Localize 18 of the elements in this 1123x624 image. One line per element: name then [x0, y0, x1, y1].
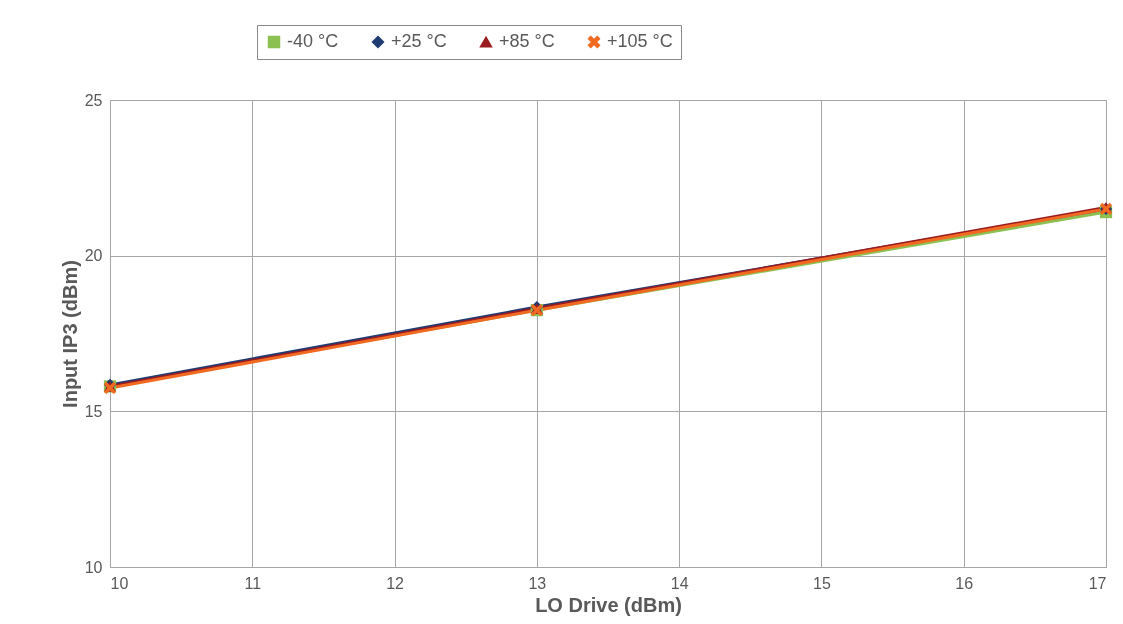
x-tick-label: 13: [528, 574, 547, 592]
x-tick-label: 15: [813, 574, 831, 592]
legend-label: +105 °C: [607, 31, 673, 51]
y-tick-label: 20: [84, 247, 103, 265]
x-tick-label: 16: [955, 574, 974, 592]
y-axis-title: Input IP3 (dBm): [58, 260, 81, 408]
legend-label: +25 °C: [391, 31, 447, 51]
x-tick-label: 11: [244, 574, 262, 592]
x-tick-label: 14: [670, 574, 689, 592]
legend-label: -40 °C: [287, 31, 339, 51]
x-tick-label: 17: [1088, 574, 1107, 592]
legend-label: +85 °C: [499, 31, 555, 51]
y-tick-label: 25: [84, 91, 103, 109]
y-tick-label: 10: [84, 558, 103, 576]
x-axis-title: LO Drive (dBm): [535, 593, 682, 616]
x-tick-label: 12: [386, 574, 405, 592]
y-tick-label: 15: [84, 402, 103, 420]
x-tick-label: 10: [110, 574, 129, 592]
